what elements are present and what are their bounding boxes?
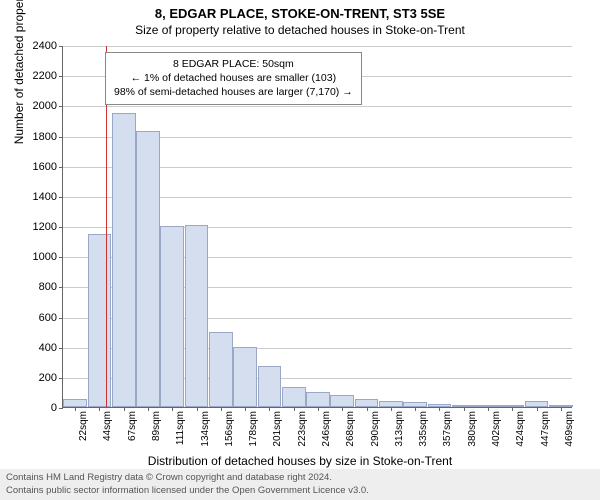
y-tick-label: 2200 — [33, 70, 57, 82]
y-tick-label: 800 — [39, 281, 57, 293]
y-tick-label: 1800 — [33, 131, 57, 143]
y-tick-label: 1600 — [33, 161, 57, 173]
histogram-bar — [355, 399, 379, 407]
histogram-bar — [136, 131, 160, 407]
x-tick-mark — [124, 407, 125, 411]
x-tick-mark — [342, 407, 343, 411]
histogram-bar — [112, 113, 136, 407]
gridline — [63, 46, 572, 47]
gridline — [63, 106, 572, 107]
chart-title-main: 8, EDGAR PLACE, STOKE-ON-TRENT, ST3 5SE — [0, 0, 600, 21]
x-tick-mark — [537, 407, 538, 411]
x-tick-label: 89sqm — [151, 411, 162, 441]
y-tick-mark — [59, 46, 63, 47]
annotation-line-2: ← 1% of detached houses are smaller (103… — [114, 71, 353, 85]
x-tick-mark — [172, 407, 173, 411]
x-tick-label: 134sqm — [200, 411, 211, 447]
x-tick-label: 335sqm — [418, 411, 429, 447]
x-tick-label: 223sqm — [297, 411, 308, 447]
x-tick-mark — [269, 407, 270, 411]
attribution-box: Contains HM Land Registry data © Crown c… — [0, 469, 600, 500]
x-tick-mark — [221, 407, 222, 411]
y-tick-mark — [59, 378, 63, 379]
x-tick-mark — [148, 407, 149, 411]
x-tick-label: 313sqm — [394, 411, 405, 447]
x-tick-label: 67sqm — [127, 411, 138, 441]
x-tick-mark — [75, 407, 76, 411]
x-tick-label: 402sqm — [491, 411, 502, 447]
attribution-line-1: Contains HM Land Registry data © Crown c… — [6, 472, 594, 484]
x-tick-label: 156sqm — [224, 411, 235, 447]
y-tick-mark — [59, 197, 63, 198]
y-tick-mark — [59, 408, 63, 409]
histogram-bar — [258, 366, 282, 407]
x-tick-mark — [294, 407, 295, 411]
y-tick-mark — [59, 106, 63, 107]
annotation-line-3: 98% of semi-detached houses are larger (… — [114, 85, 353, 99]
x-tick-mark — [318, 407, 319, 411]
y-tick-label: 200 — [39, 372, 57, 384]
x-tick-label: 22sqm — [78, 411, 89, 441]
y-tick-mark — [59, 287, 63, 288]
x-tick-mark — [99, 407, 100, 411]
y-axis-label: Number of detached properties — [12, 0, 26, 144]
y-tick-mark — [59, 76, 63, 77]
x-tick-mark — [512, 407, 513, 411]
x-tick-label: 246sqm — [321, 411, 332, 447]
x-axis-label: Distribution of detached houses by size … — [0, 454, 600, 468]
x-tick-mark — [367, 407, 368, 411]
chart-container: 8, EDGAR PLACE, STOKE-ON-TRENT, ST3 5SE … — [0, 0, 600, 500]
y-tick-mark — [59, 137, 63, 138]
x-tick-mark — [415, 407, 416, 411]
y-tick-mark — [59, 257, 63, 258]
y-tick-label: 1200 — [33, 221, 57, 233]
histogram-bar — [282, 387, 306, 407]
y-tick-label: 2000 — [33, 100, 57, 112]
y-tick-label: 400 — [39, 342, 57, 354]
histogram-bar — [88, 234, 112, 407]
histogram-bar — [233, 347, 257, 407]
annotation-line-1: 8 EDGAR PLACE: 50sqm — [114, 57, 353, 71]
histogram-bar — [330, 395, 354, 407]
y-tick-mark — [59, 167, 63, 168]
histogram-bar — [306, 392, 330, 407]
x-tick-label: 290sqm — [370, 411, 381, 447]
y-tick-mark — [59, 227, 63, 228]
x-tick-label: 44sqm — [102, 411, 113, 441]
y-tick-label: 2400 — [33, 40, 57, 52]
y-tick-mark — [59, 318, 63, 319]
x-tick-mark — [561, 407, 562, 411]
x-tick-mark — [245, 407, 246, 411]
x-tick-mark — [464, 407, 465, 411]
plot-area: 0200400600800100012001400160018002000220… — [62, 46, 572, 408]
histogram-bar — [209, 332, 233, 407]
x-tick-label: 380sqm — [467, 411, 478, 447]
x-tick-label: 447sqm — [540, 411, 551, 447]
x-tick-mark — [197, 407, 198, 411]
x-tick-label: 178sqm — [248, 411, 259, 447]
x-tick-label: 111sqm — [175, 411, 186, 445]
histogram-bar — [160, 226, 184, 407]
x-tick-label: 357sqm — [442, 411, 453, 447]
y-tick-label: 1000 — [33, 251, 57, 263]
x-tick-mark — [488, 407, 489, 411]
y-tick-label: 600 — [39, 312, 57, 324]
y-tick-mark — [59, 348, 63, 349]
x-tick-label: 201sqm — [272, 411, 283, 447]
histogram-bar — [185, 225, 209, 407]
annotation-box: 8 EDGAR PLACE: 50sqm← 1% of detached hou… — [105, 52, 362, 105]
x-tick-mark — [391, 407, 392, 411]
x-tick-label: 424sqm — [515, 411, 526, 447]
x-tick-label: 469sqm — [564, 411, 575, 447]
y-tick-label: 1400 — [33, 191, 57, 203]
y-tick-label: 0 — [51, 402, 57, 414]
chart-title-sub: Size of property relative to detached ho… — [0, 21, 600, 37]
x-tick-label: 268sqm — [345, 411, 356, 447]
histogram-bar — [63, 399, 87, 407]
attribution-line-2: Contains public sector information licen… — [6, 485, 594, 497]
x-tick-mark — [439, 407, 440, 411]
